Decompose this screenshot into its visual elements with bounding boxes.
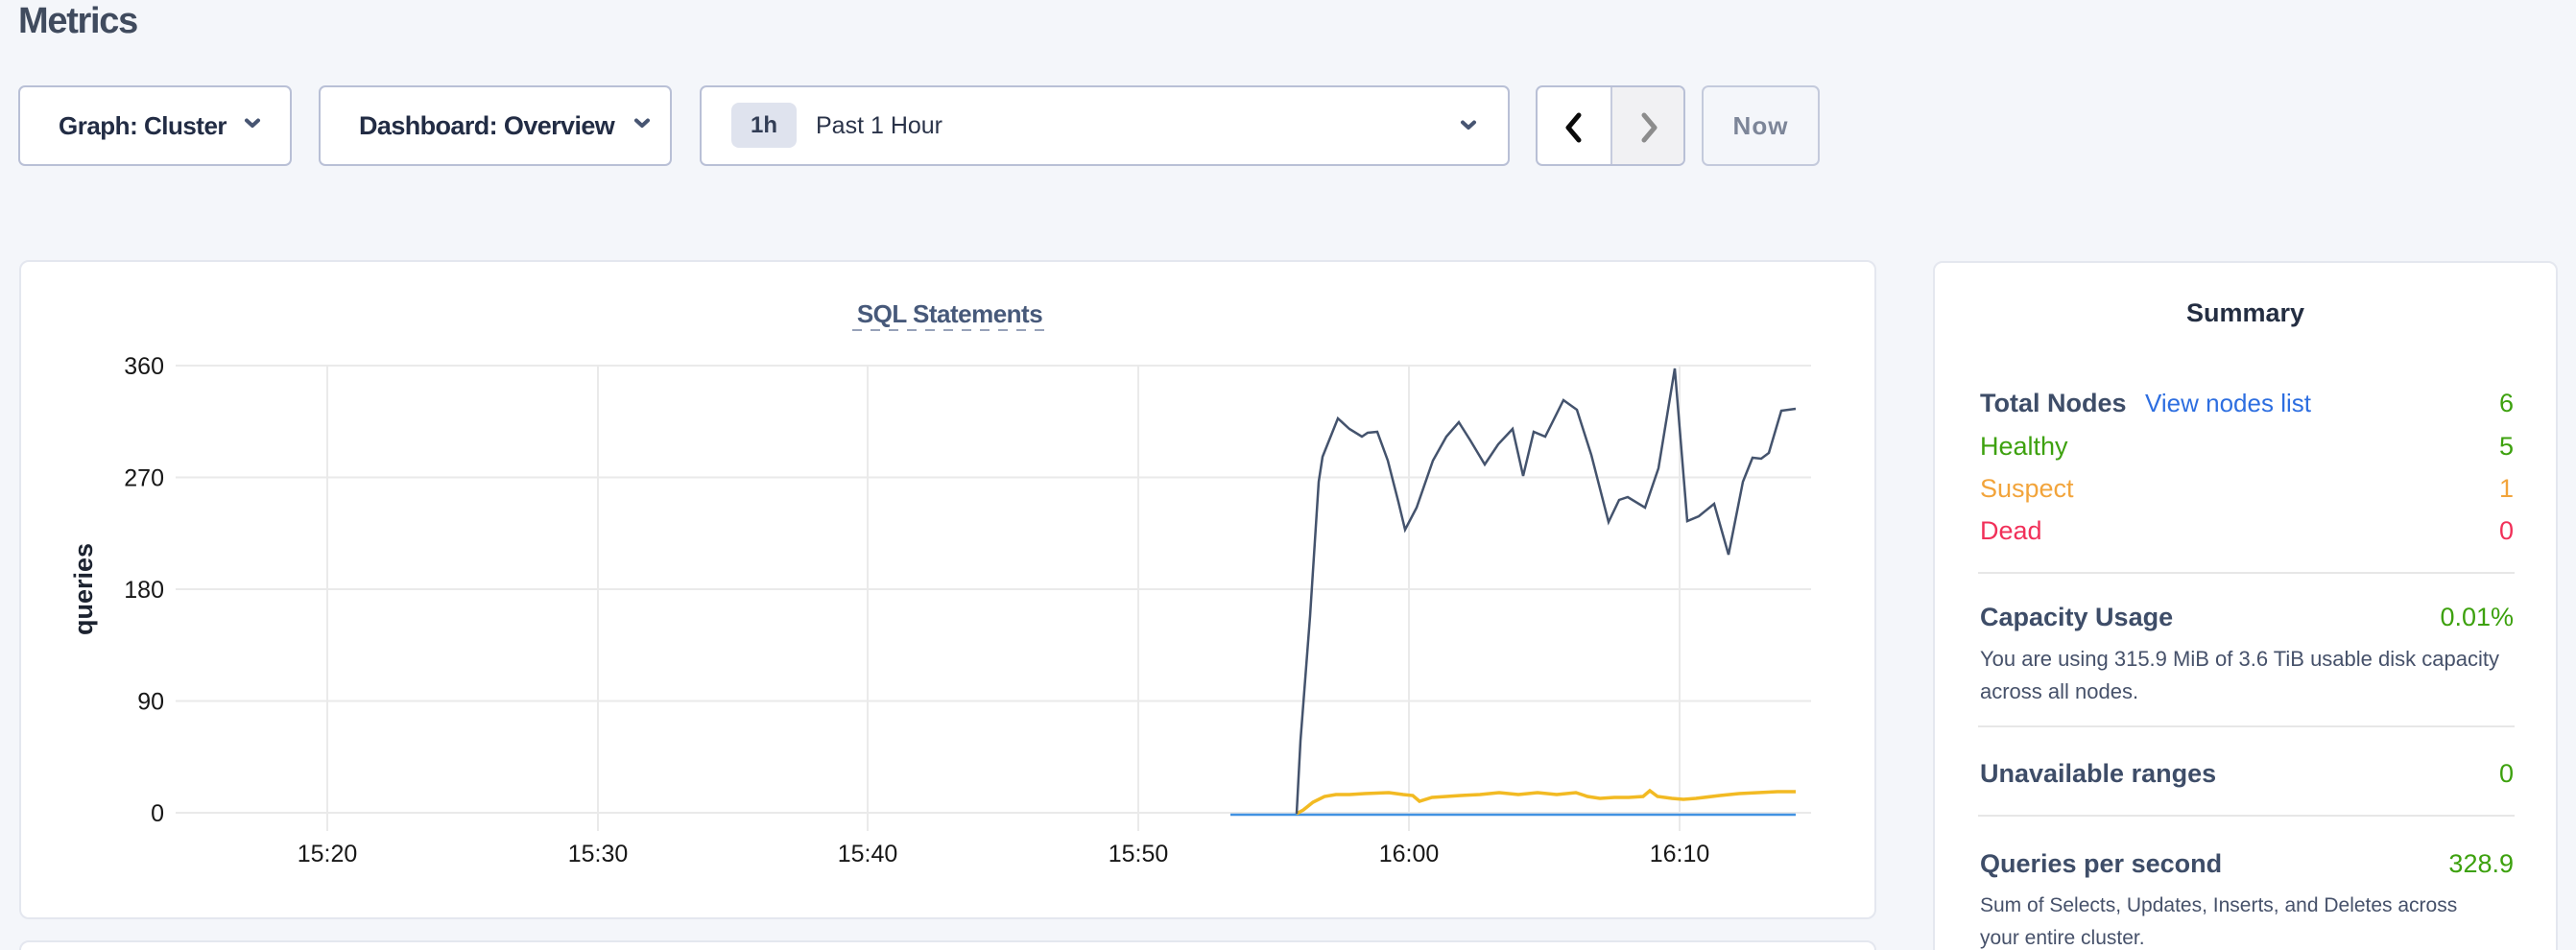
svg-text:90: 90: [137, 689, 164, 716]
svg-text:queries: queries: [69, 543, 98, 635]
svg-text:0: 0: [151, 800, 164, 827]
svg-text:360: 360: [124, 353, 164, 380]
svg-text:16:00: 16:00: [1379, 841, 1440, 867]
svg-text:15:50: 15:50: [1109, 841, 1169, 867]
svg-text:15:40: 15:40: [838, 841, 898, 867]
svg-text:15:30: 15:30: [568, 841, 629, 867]
svg-text:16:10: 16:10: [1650, 841, 1710, 867]
svg-text:270: 270: [124, 465, 164, 492]
svg-text:15:20: 15:20: [298, 841, 358, 867]
svg-text:180: 180: [124, 577, 164, 604]
